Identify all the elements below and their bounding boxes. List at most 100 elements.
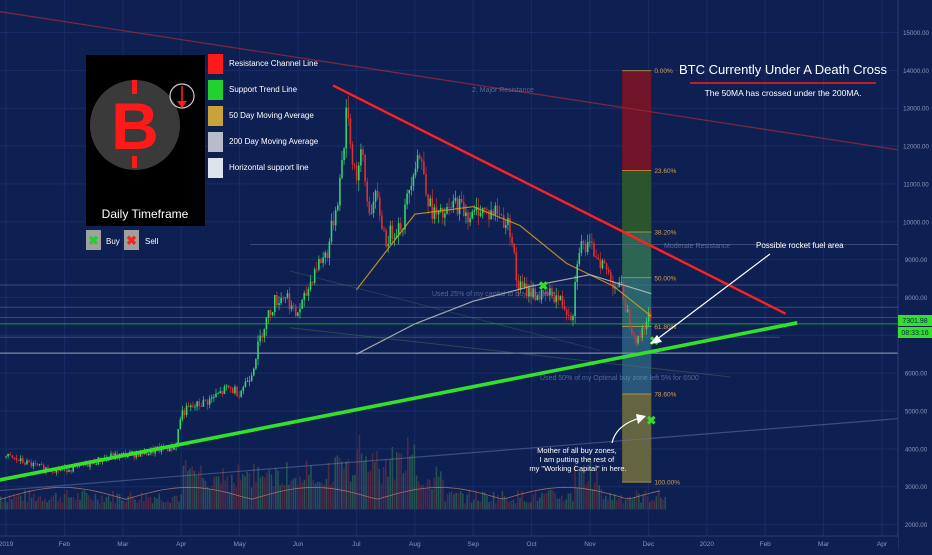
x-tick-label: Feb [760,541,772,548]
volume-bar [261,475,264,510]
volume-bar [228,491,231,510]
volume-bar [336,455,339,510]
x-tick-label: Dec [643,541,655,548]
volume-bar [253,463,255,510]
volume-bar [365,456,367,510]
candle-body [355,165,358,181]
logo-box: B Daily Timeframe [86,55,205,226]
candle-body [316,269,318,271]
legend-label: 50 Day Moving Average [229,111,314,120]
volume-bar [213,476,215,510]
candle-body [5,456,7,458]
candle-body [229,387,232,389]
candle-body [450,206,452,208]
volume-bar [52,494,55,510]
candle-body [318,258,320,270]
candle-body [148,453,150,456]
volume-bar [574,464,576,510]
volume-bar [110,501,112,510]
candle-body [404,204,406,230]
volume-bar [631,499,633,510]
annotation-rocket-arrowhead [650,335,662,344]
volume-bar [367,471,369,510]
candle-body [477,207,480,216]
candle-body [528,287,530,297]
volume-bar [640,502,642,510]
volume-bar [580,470,583,510]
volume-bar [96,499,99,510]
chart-title: BTC Currently Under A Death Cross [679,62,888,77]
volume-bar [189,468,191,510]
candle-body [9,453,11,456]
candle-body [261,335,263,338]
volume-bar [17,494,20,510]
volume-bar [327,462,330,510]
candle-body [11,455,14,458]
candle-body [542,290,545,291]
candle-body [442,207,444,218]
volume-bar [431,489,433,510]
volume-bar [90,498,92,510]
volume-bar [411,454,413,510]
volume-bar [26,501,28,510]
volume-bar [88,495,90,510]
volume-bar [629,496,631,510]
candle-body [622,281,625,300]
x-tick-label: Jun [293,541,304,548]
volume-bar [376,450,378,510]
candle-body [253,368,255,376]
volume-bar [528,502,530,510]
candle-body [368,201,371,214]
volume-bar [627,497,629,510]
bitcoin-logo-icon: B [111,89,159,163]
volume-bar [198,471,200,510]
volume-bar [585,484,587,510]
volume-bar [24,490,26,510]
volume-bar [567,493,570,510]
x-tick-label: Mar [117,541,129,548]
candle-body [360,149,362,166]
annotation-mother-arrow [611,417,641,444]
candle-body [349,118,352,145]
candle-body [523,283,526,287]
candle-body [219,391,221,394]
volume-bar [609,492,611,510]
volume-bar [39,495,42,510]
volume-bar [129,491,132,510]
volume-bar [660,497,662,510]
candle-body [639,336,641,338]
candle-body [358,165,360,181]
volume-bar [649,501,651,510]
volume-bar [499,499,501,510]
candle-body [372,201,375,214]
volume-bar [169,502,171,510]
candle-body [643,327,646,330]
volume-bar [180,494,182,510]
candle-body [59,469,62,471]
y-tick-label: 14000.00 [903,68,929,75]
volume-bar [468,489,471,510]
volume-bar [112,490,114,510]
volume-bar [235,487,237,510]
volume-bar [400,453,402,510]
candle-body [460,198,463,203]
volume-bar [217,476,220,510]
candle-body [244,381,247,387]
volume-bar [396,452,398,510]
volume-bar [41,501,44,510]
candle-body [198,401,200,406]
candle-body [334,210,337,226]
volume-bar [81,491,83,510]
volume-bar [583,464,585,510]
candle-body [339,178,341,206]
candle-body [532,288,534,298]
candle-body [240,390,242,397]
volume-bar [107,495,110,510]
volume-bar [594,482,596,510]
candle-body [456,197,459,215]
candle-body [330,220,333,242]
volume-bar [305,460,308,510]
y-tick-label: 12000.00 [903,144,929,151]
